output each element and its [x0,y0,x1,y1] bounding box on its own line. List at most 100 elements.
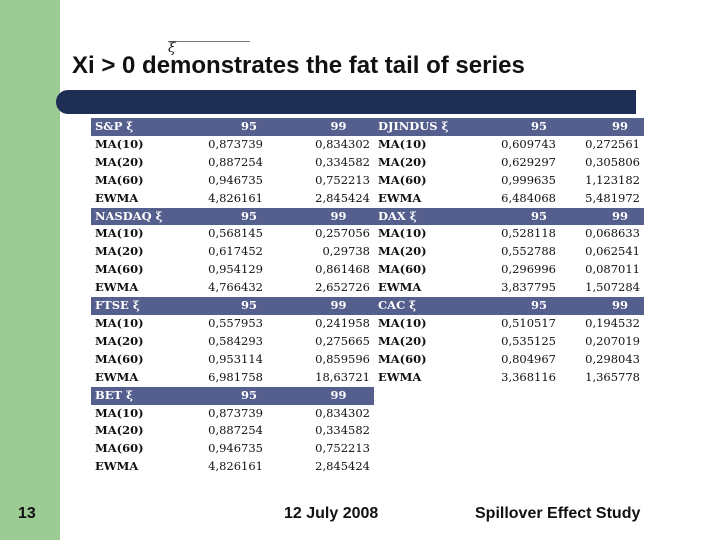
index-name: BET ξ [91,386,195,405]
model-label: EWMA [378,369,422,384]
index-label: S&P [95,119,123,133]
value-99: 0,752213 [315,441,370,456]
table-row: MA(10) 0,557953 0,241958 MA(10) 0,510517 0,19… [91,315,644,333]
model-label: EWMA [95,459,139,474]
value-95: 3,837795 [501,280,556,295]
value-99: 2,652726 [315,280,370,295]
model-label: MA(10) [378,226,427,241]
index-label: DJINDUS [378,119,438,133]
table-row: MA(10) 0,873739 0,834302 [91,405,644,423]
index-name: S&P ξ [91,118,195,136]
table-row: MA(10) 0,873739 0,834302 MA(10) 0,609743 0,27… [91,136,644,154]
slide-title: Xi > 0 demonstrates the fat tail of seri… [72,52,525,79]
col-header-95: 95 [482,118,560,136]
value-99: 2,845424 [315,190,370,205]
value-99: 0,257056 [315,226,370,241]
value-99: 0,194532 [585,315,640,330]
value-99: 0,834302 [315,405,370,420]
value-99: 0,272561 [585,136,640,151]
table-row: MA(20) 0,887254 0,334582 [91,422,644,440]
value-99: 0,241958 [315,315,370,330]
model-label: MA(20) [95,333,144,348]
title-underline-bar [56,90,636,114]
value-99: 2,845424 [315,459,370,474]
index-name: DAX ξ [374,207,482,226]
model-label: MA(10) [95,136,144,151]
table-row: EWMA 4,826161 2,845424 EWMA 6,484068 5,481972 [91,190,644,208]
left-accent-band [0,0,60,540]
empty-cell [482,405,560,423]
empty-cell [560,458,644,476]
empty-cell [560,440,644,458]
col-header-95: 95 [195,118,267,136]
col-header-99: 99 [267,297,374,315]
value-99: 1,365778 [585,369,640,384]
value-99: 5,481972 [585,190,640,205]
col-header-99: 99 [560,118,644,136]
value-95: 0,946735 [208,172,263,187]
value-95: 0,568145 [208,226,263,241]
model-label: MA(20) [95,244,144,259]
empty-cell [374,405,482,423]
empty-cell [374,386,482,405]
value-95: 0,510517 [501,315,556,330]
model-label: MA(60) [95,441,144,456]
model-label: MA(60) [95,172,144,187]
index-header-row: BET ξ 95 99 [91,386,644,405]
table-row: MA(20) 0,584293 0,275665 MA(20) 0,535125 0,20… [91,333,644,351]
value-95: 6,484068 [501,190,556,205]
col-header-99: 99 [560,207,644,226]
value-95: 3,368116 [501,369,556,384]
value-95: 4,826161 [208,459,263,474]
value-99: 0,068633 [585,226,640,241]
xi-glyph: ξ [409,298,417,313]
value-95: 0,552788 [501,244,556,259]
empty-cell [482,458,560,476]
index-label: DAX [378,208,406,223]
empty-cell [374,422,482,440]
value-95: 0,887254 [208,423,263,438]
xi-estimates-table: S&P ξ 95 99 DJINDUS ξ 95 99 MA(10) 0,873739 0,83… [91,118,644,476]
value-95: 0,804967 [501,351,556,366]
table-row: MA(60) 0,946735 0,752213 MA(60) 0,999635 1,12… [91,172,644,190]
slide-number: 13 [18,505,36,522]
index-header-row: S&P ξ 95 99 DJINDUS ξ 95 99 [91,118,644,136]
empty-cell [560,405,644,423]
model-label: EWMA [378,280,422,295]
col-header-95: 95 [195,386,267,405]
value-95: 4,766432 [208,280,263,295]
xi-glyph: ξ [132,298,140,313]
table-row: EWMA 4,766432 2,652726 EWMA 3,837795 1,507284 [91,279,644,297]
model-label: MA(60) [95,262,144,277]
empty-cell [374,440,482,458]
value-95: 0,528118 [501,226,556,241]
model-label: EWMA [378,190,422,205]
xi-glyph: ξ [441,119,449,133]
value-95: 0,954129 [208,262,263,277]
col-header-99: 99 [267,386,374,405]
value-95: 0,557953 [208,315,263,330]
table-row: EWMA 4,826161 2,845424 [91,458,644,476]
empty-cell [482,440,560,458]
empty-cell [482,386,560,405]
value-95: 4,826161 [208,190,263,205]
col-header-95: 95 [482,207,560,226]
model-label: MA(10) [95,405,144,420]
value-99: 0,334582 [315,154,370,169]
col-header-99: 99 [267,207,374,226]
value-99: 0,29738 [322,244,370,259]
table-row: MA(20) 0,617452 0,29738 MA(20) 0,552788 0,062… [91,243,644,261]
value-95: 0,609743 [501,136,556,151]
model-label: EWMA [95,369,139,384]
index-label: CAC [378,298,406,313]
model-label: MA(20) [378,154,427,169]
index-label: BET [95,387,123,402]
xi-symbol: ξ [168,40,176,56]
value-99: 0,298043 [585,351,640,366]
model-label: MA(10) [95,315,144,330]
index-header-row: FTSE ξ 95 99 CAC ξ 95 99 [91,297,644,315]
title-overline [168,41,250,42]
col-header-95: 95 [482,297,560,315]
empty-cell [374,458,482,476]
value-99: 0,752213 [315,172,370,187]
